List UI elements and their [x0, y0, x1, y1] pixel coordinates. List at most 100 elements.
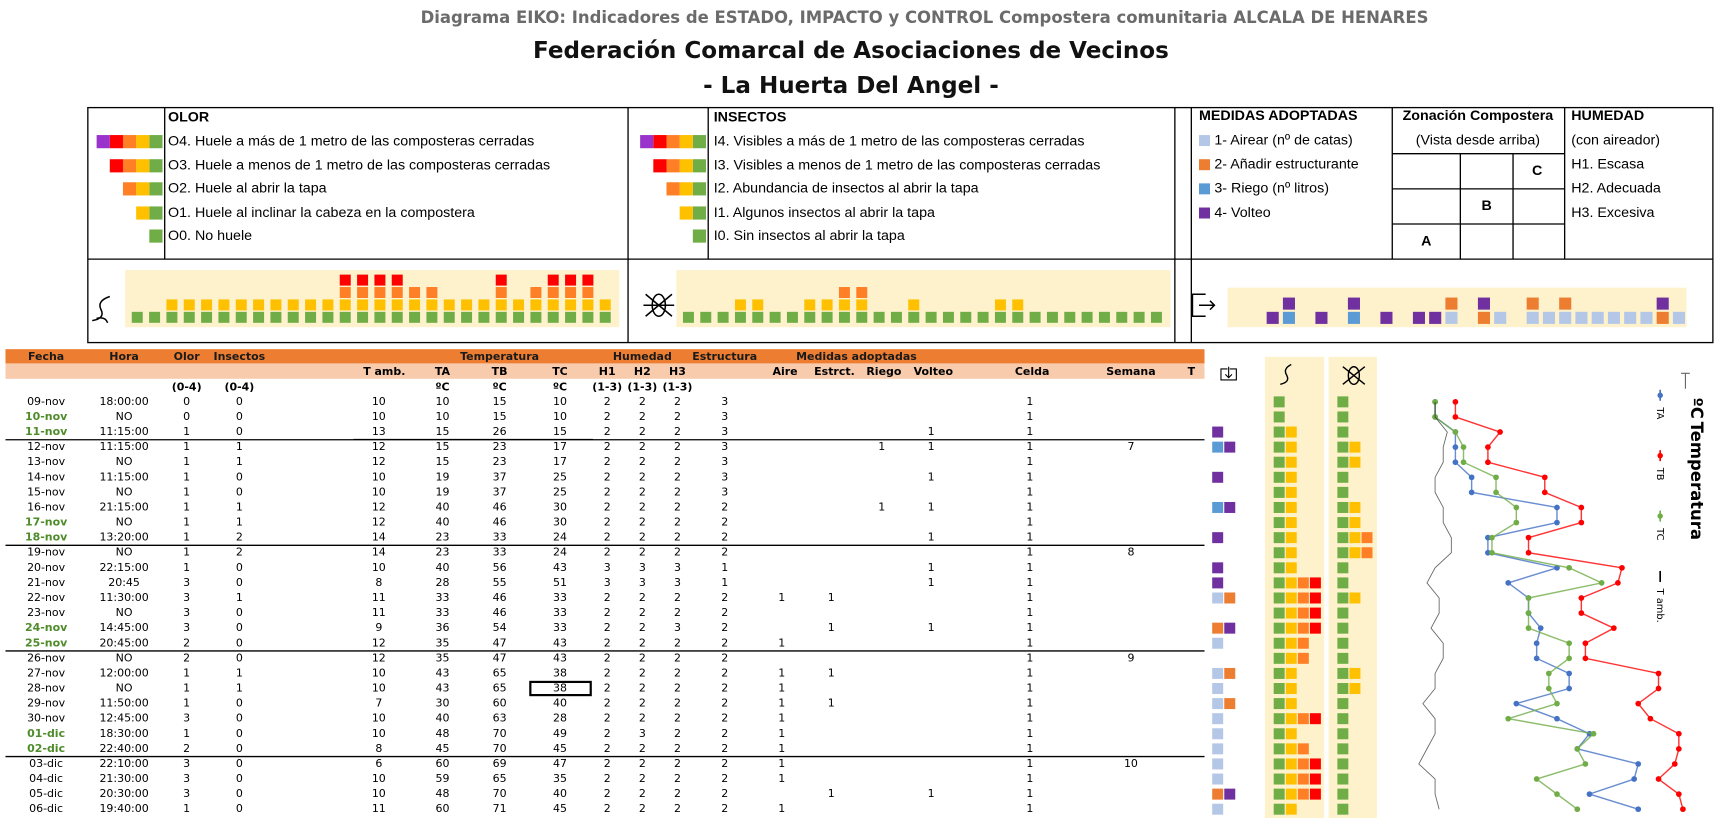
insect-square	[873, 311, 885, 323]
table-cell: 2	[604, 485, 611, 498]
olor-square	[374, 274, 386, 286]
temp-point	[1675, 746, 1682, 752]
table-cell: 3	[183, 712, 190, 725]
table-cell: 03-dic	[29, 757, 63, 770]
group-header: Insectos	[214, 350, 266, 363]
insect-square	[1064, 311, 1076, 323]
table-cell: 0	[236, 802, 243, 815]
table-cell: 1	[878, 500, 885, 513]
column-header: T amb.	[363, 365, 405, 378]
olor-square	[1273, 562, 1285, 574]
table-cell: 37	[493, 470, 507, 483]
insect-square	[786, 311, 798, 323]
table-cell: 40	[436, 712, 450, 725]
exit-icon	[1191, 293, 1216, 317]
olor-square	[1285, 456, 1297, 468]
table-cell: 2	[674, 410, 681, 423]
temp-point	[1554, 700, 1560, 707]
insect-square	[908, 299, 920, 311]
table-cell: 3	[604, 576, 611, 589]
column-header: Aire	[773, 365, 798, 378]
level-swatch	[692, 229, 707, 243]
zone-label: C	[1532, 163, 1542, 179]
insect-square	[1337, 501, 1349, 513]
table-cell: 26-nov	[27, 651, 66, 664]
olor-square	[322, 299, 334, 311]
olor-square	[1285, 441, 1297, 453]
table-cell: 1	[778, 682, 785, 695]
insect-square	[1337, 743, 1349, 755]
table-cell: 2	[639, 516, 646, 529]
olor-square	[183, 299, 195, 311]
olor-square	[1309, 758, 1321, 770]
insect-square	[890, 311, 902, 323]
level-swatch	[122, 159, 137, 173]
olor-square	[1285, 758, 1297, 770]
insect-square	[1337, 773, 1349, 785]
table-cell: 1	[778, 757, 785, 770]
medida-square	[1347, 297, 1360, 310]
olor-square	[183, 311, 195, 323]
table-cell: 1	[928, 425, 935, 438]
table-cell: 1	[183, 516, 190, 529]
medida-square	[1224, 592, 1236, 604]
olor-square	[565, 311, 577, 323]
table-cell: 13-nov	[27, 455, 66, 468]
table-cell: 1	[828, 591, 835, 604]
table-cell: 19:40:00	[99, 802, 148, 815]
medida-square	[1224, 441, 1236, 453]
medida-square	[1282, 297, 1295, 310]
table-cell: 22:40:00	[99, 742, 148, 755]
table-cell: 46	[493, 591, 507, 604]
table-cell: 2	[604, 621, 611, 634]
table-cell: 18:00:00	[99, 395, 148, 408]
table-cell: 1	[1026, 636, 1033, 649]
level-swatch	[679, 135, 693, 149]
table-cell: 3	[183, 621, 190, 634]
table-cell: 48	[436, 787, 450, 800]
table-cell: 20:45	[108, 576, 140, 589]
table-cell: 0	[236, 576, 243, 589]
table-cell: 45	[436, 742, 450, 755]
olor-square	[409, 299, 421, 311]
column-header: Estrct.	[814, 365, 855, 378]
table-cell: 21:30:00	[99, 772, 148, 785]
level-swatch	[136, 159, 150, 173]
table-cell: 17-nov	[25, 516, 67, 529]
olor-square	[1285, 532, 1297, 544]
medida-square	[1672, 311, 1685, 324]
olor-square	[1297, 773, 1309, 785]
insect-square	[1337, 411, 1349, 423]
table-cell: 1	[1026, 395, 1033, 408]
level-swatch	[679, 182, 693, 196]
medida-square	[1282, 311, 1295, 324]
olor-square	[287, 311, 299, 323]
table-cell: 2	[674, 697, 681, 710]
olor-square	[357, 287, 369, 298]
olor-square	[409, 287, 421, 298]
olor-square	[1273, 486, 1285, 498]
temp-point	[1468, 489, 1475, 496]
medida-square	[1212, 667, 1224, 679]
insect-square	[1349, 441, 1361, 453]
olor-square	[357, 311, 369, 323]
table-cell: NO	[116, 410, 133, 423]
medida-square	[1575, 311, 1588, 324]
table-cell: 1	[1026, 621, 1033, 634]
level-swatch	[679, 206, 693, 220]
humedad-subtitle: (con aireador)	[1571, 132, 1660, 148]
insect-square	[1361, 532, 1373, 544]
unit-label: (0-4)	[224, 381, 254, 394]
temp-point	[1513, 700, 1520, 707]
group-header: Fecha	[28, 350, 64, 363]
olor-square	[166, 311, 178, 323]
legend-item: I4. Visibles a más de 1 metro de las com…	[714, 133, 1085, 149]
table-cell: 2	[639, 772, 646, 785]
table-cell: 2	[721, 682, 728, 695]
legend-item: I1. Algunos insectos al abrir la tapa	[714, 205, 935, 221]
olor-square	[1273, 607, 1285, 619]
table-cell: 2	[674, 787, 681, 800]
group-header: Temperatura	[460, 350, 539, 363]
temp-point	[1610, 625, 1617, 632]
olor-square	[1309, 773, 1321, 785]
